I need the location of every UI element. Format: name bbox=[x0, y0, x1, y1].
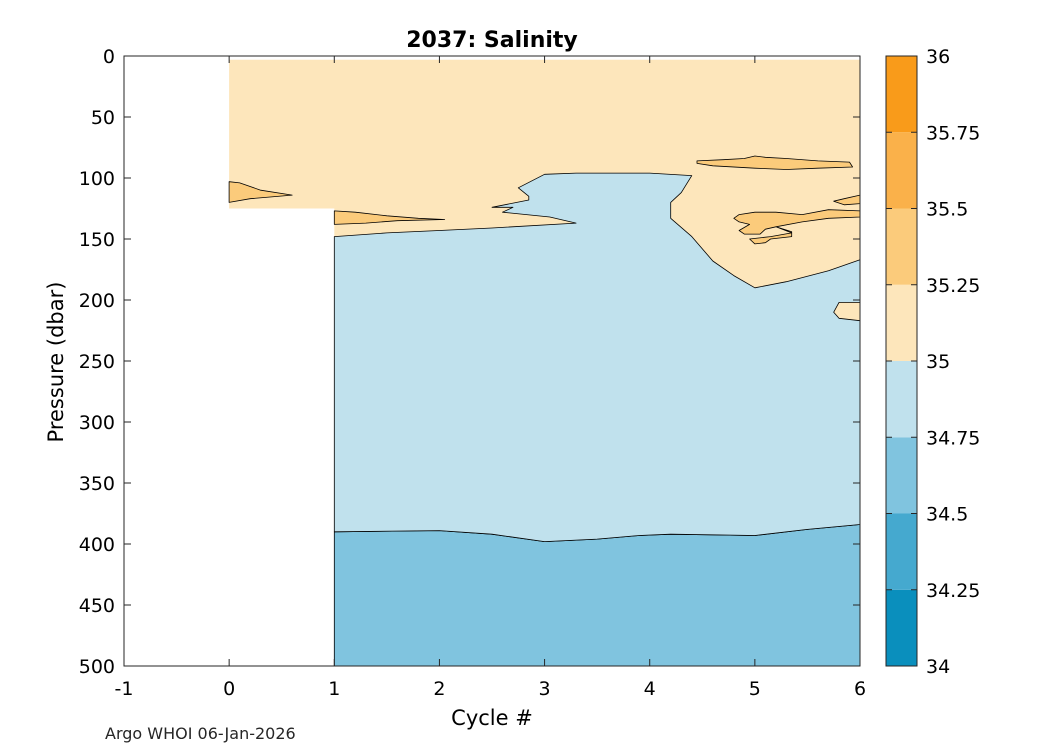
colorbar-tick-label: 34.5 bbox=[926, 504, 968, 526]
footer-credit: Argo WHOI 06-Jan-2026 bbox=[105, 724, 296, 743]
region-salty-patch-a bbox=[228, 181, 293, 203]
colorbar-tick-label: 35.5 bbox=[926, 199, 968, 221]
colorbar-tick-label: 34 bbox=[926, 656, 950, 678]
colorbar-tick-label: 35.25 bbox=[926, 275, 980, 297]
y-tick-label: 350 bbox=[79, 473, 115, 495]
colorbar-band bbox=[886, 513, 917, 590]
x-tick-label: 5 bbox=[749, 678, 761, 700]
x-tick-label: 1 bbox=[328, 678, 340, 700]
colorbar-tick-label: 35 bbox=[926, 351, 950, 373]
region-salty-patch-e bbox=[733, 209, 861, 245]
x-tick-label: 0 bbox=[223, 678, 235, 700]
colorbar-band bbox=[886, 589, 917, 666]
x-tick-label: 2 bbox=[433, 678, 445, 700]
y-tick-label: 250 bbox=[79, 351, 115, 373]
colorbar: 34 34.25 34.5 34.75 35 35.25 35.5 35.75 36 bbox=[885, 46, 980, 678]
y-tick-label: 500 bbox=[79, 656, 115, 678]
plot-area bbox=[228, 59, 861, 667]
y-tick-label: 100 bbox=[79, 168, 115, 190]
y-tick-label: 200 bbox=[79, 290, 115, 312]
x-tick-label: 4 bbox=[644, 678, 656, 700]
x-tick-label: 3 bbox=[539, 678, 551, 700]
x-tick-label: -1 bbox=[115, 678, 134, 700]
y-tick-label: 400 bbox=[79, 534, 115, 556]
colorbar-tick-label: 35.75 bbox=[926, 122, 980, 144]
region-fresh-deep bbox=[333, 524, 861, 667]
y-tick-label: 450 bbox=[79, 595, 115, 617]
colorbar-band bbox=[886, 437, 917, 514]
region-salty-patch-b bbox=[333, 210, 446, 225]
x-axis-label: Cycle # bbox=[451, 706, 533, 730]
y-tick-label: 150 bbox=[79, 229, 115, 251]
colorbar-band bbox=[886, 208, 917, 285]
y-tick-label: 50 bbox=[91, 107, 115, 129]
x-tick-label: 6 bbox=[854, 678, 866, 700]
y-axis-label: Pressure (dbar) bbox=[44, 282, 68, 443]
colorbar-tick-label: 36 bbox=[926, 46, 950, 68]
region-intermediate bbox=[333, 172, 861, 542]
colorbar-band bbox=[886, 132, 917, 209]
colorbar-tick-label: 34.25 bbox=[926, 580, 980, 602]
chart-title: 2037: Salinity bbox=[406, 28, 578, 53]
colorbar-band bbox=[886, 361, 917, 438]
region-salty-patch-c bbox=[696, 155, 853, 170]
colorbar-band bbox=[886, 56, 917, 133]
y-tick-label: 300 bbox=[79, 412, 115, 434]
colorbar-tick-label: 34.75 bbox=[926, 427, 980, 449]
axes: -1 0 1 2 3 4 5 6 0 50 100 150 200 250 300 350 400 450 500 bbox=[79, 46, 866, 700]
y-tick-label: 0 bbox=[103, 46, 115, 68]
colorbar-band bbox=[886, 284, 917, 361]
